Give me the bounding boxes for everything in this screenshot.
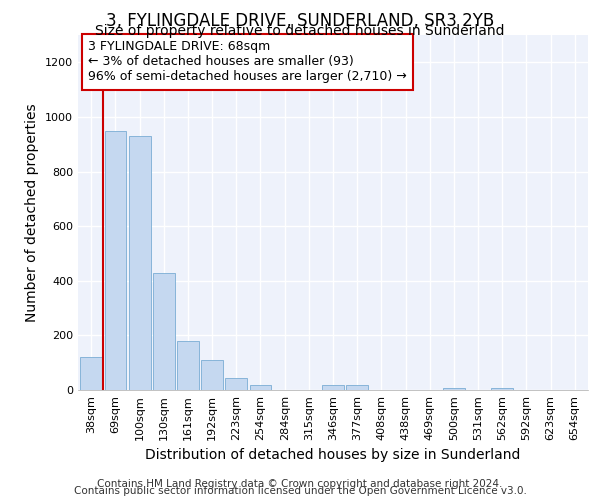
Y-axis label: Number of detached properties: Number of detached properties <box>25 103 40 322</box>
Bar <box>322 384 344 390</box>
Text: 3 FYLINGDALE DRIVE: 68sqm
← 3% of detached houses are smaller (93)
96% of semi-d: 3 FYLINGDALE DRIVE: 68sqm ← 3% of detach… <box>88 40 407 84</box>
Text: Size of property relative to detached houses in Sunderland: Size of property relative to detached ho… <box>95 24 505 38</box>
Bar <box>153 272 175 390</box>
Bar <box>201 360 223 390</box>
Text: Contains HM Land Registry data © Crown copyright and database right 2024.: Contains HM Land Registry data © Crown c… <box>97 479 503 489</box>
Bar <box>129 136 151 390</box>
Text: 3, FYLINGDALE DRIVE, SUNDERLAND, SR3 2YB: 3, FYLINGDALE DRIVE, SUNDERLAND, SR3 2YB <box>106 12 494 30</box>
Bar <box>80 357 102 390</box>
Bar <box>177 341 199 390</box>
Bar <box>443 388 465 390</box>
Bar <box>226 378 247 390</box>
Bar <box>104 130 127 390</box>
Bar <box>491 388 513 390</box>
Bar <box>250 384 271 390</box>
Bar <box>346 384 368 390</box>
X-axis label: Distribution of detached houses by size in Sunderland: Distribution of detached houses by size … <box>145 448 521 462</box>
Text: Contains public sector information licensed under the Open Government Licence v3: Contains public sector information licen… <box>74 486 526 496</box>
